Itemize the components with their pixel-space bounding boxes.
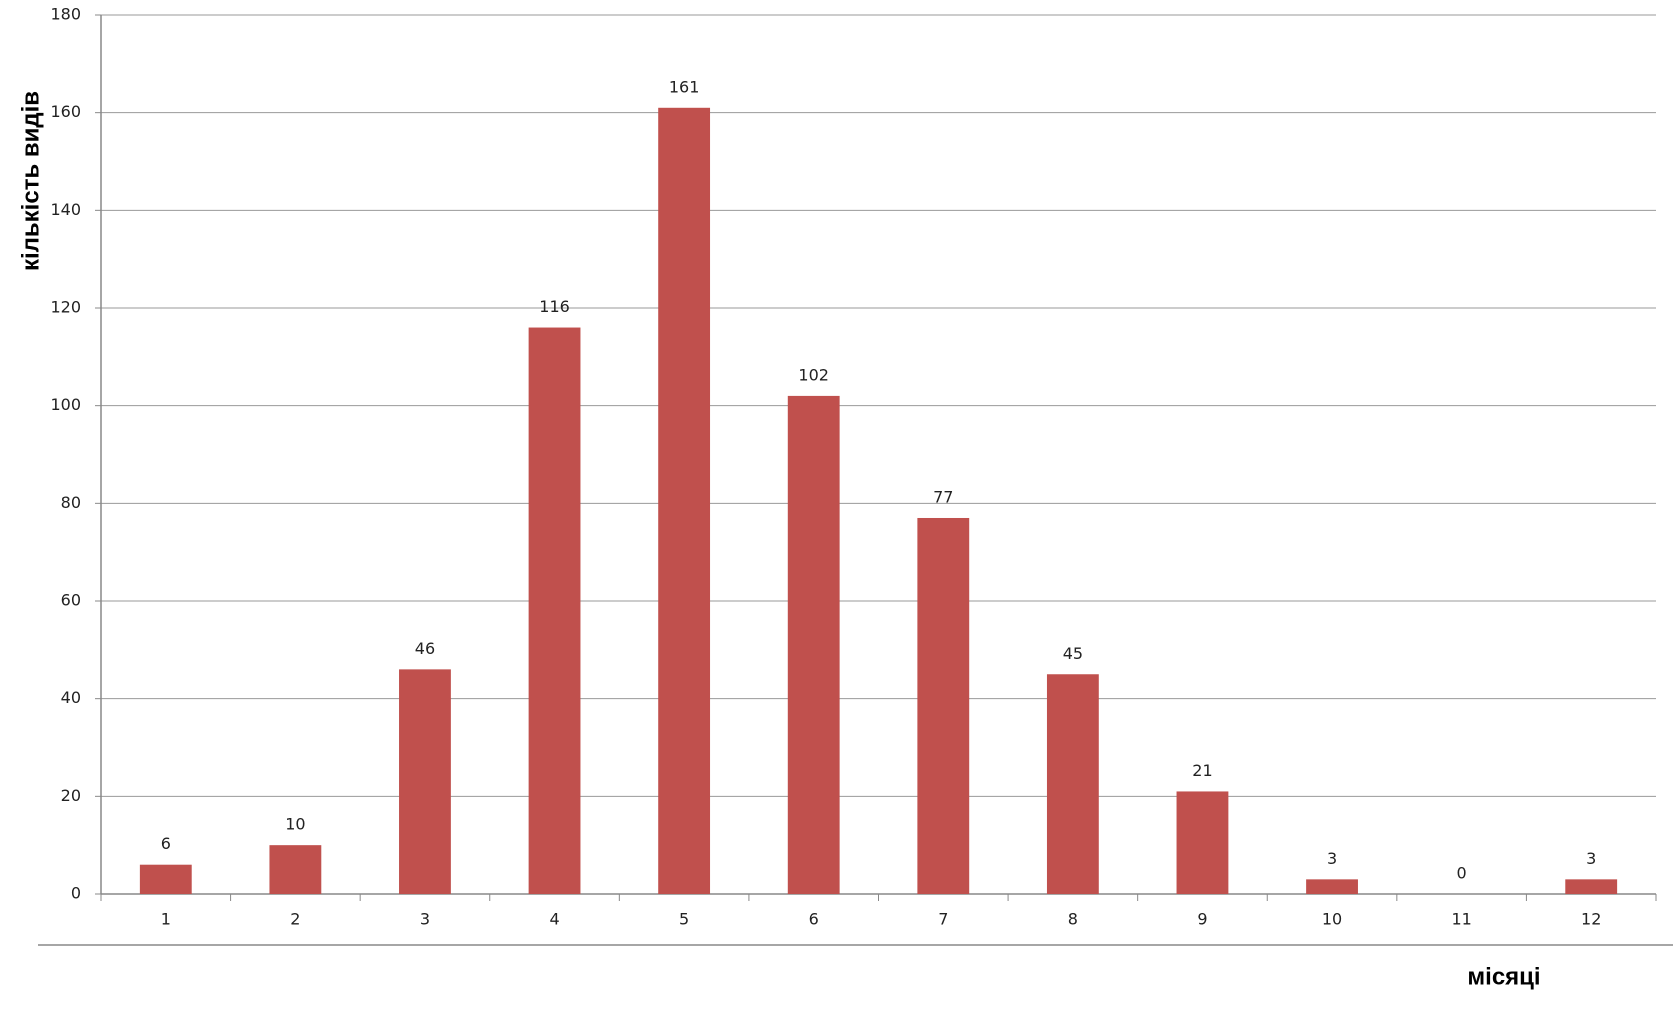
data-label: 21 [1192, 761, 1212, 780]
x-tick-label: 6 [809, 910, 819, 929]
y-axis-title: кількість видів [17, 91, 44, 271]
data-label: 116 [539, 297, 570, 316]
x-tick-label: 7 [938, 910, 948, 929]
y-tick-label: 160 [50, 102, 81, 121]
bar [139, 864, 192, 894]
bar [787, 395, 840, 894]
y-tick-label: 140 [50, 200, 81, 219]
x-tick-label: 5 [679, 910, 689, 929]
y-tick-label: 80 [61, 493, 81, 512]
bar [1306, 879, 1358, 894]
y-tick-label: 100 [50, 395, 81, 414]
data-label: 0 [1457, 864, 1467, 883]
y-tick-label: 0 [71, 884, 81, 903]
data-label: 46 [415, 639, 435, 658]
y-tick-label: 60 [61, 591, 81, 610]
y-tick-label: 120 [50, 298, 81, 317]
data-label: 3 [1586, 849, 1596, 868]
bar [399, 669, 451, 894]
data-label: 3 [1327, 849, 1337, 868]
x-tick-label: 11 [1451, 910, 1471, 929]
x-tick-label: 2 [290, 910, 300, 929]
bar [1176, 791, 1229, 894]
data-label: 6 [161, 834, 171, 853]
data-label: 161 [669, 77, 700, 96]
bar [1565, 879, 1618, 894]
bar [917, 517, 970, 894]
bar [528, 327, 581, 894]
x-tick-label: 9 [1197, 910, 1207, 929]
y-tick-label: 40 [61, 688, 81, 707]
data-label: 77 [933, 487, 953, 506]
x-tick-label: 4 [549, 910, 559, 929]
bar [658, 107, 711, 895]
bar [1046, 674, 1099, 894]
x-tick-label: 1 [161, 910, 171, 929]
data-label: 102 [798, 365, 829, 384]
data-label: 45 [1063, 644, 1083, 663]
x-axis-title: місяці [1467, 963, 1540, 990]
x-tick-label: 10 [1322, 910, 1342, 929]
y-tick-label: 20 [61, 786, 81, 805]
x-tick-label: 3 [420, 910, 430, 929]
y-tick-label: 180 [50, 5, 81, 24]
x-tick-label: 8 [1068, 910, 1078, 929]
x-tick-label: 12 [1581, 910, 1601, 929]
bar [269, 845, 322, 894]
data-label: 10 [285, 815, 305, 834]
